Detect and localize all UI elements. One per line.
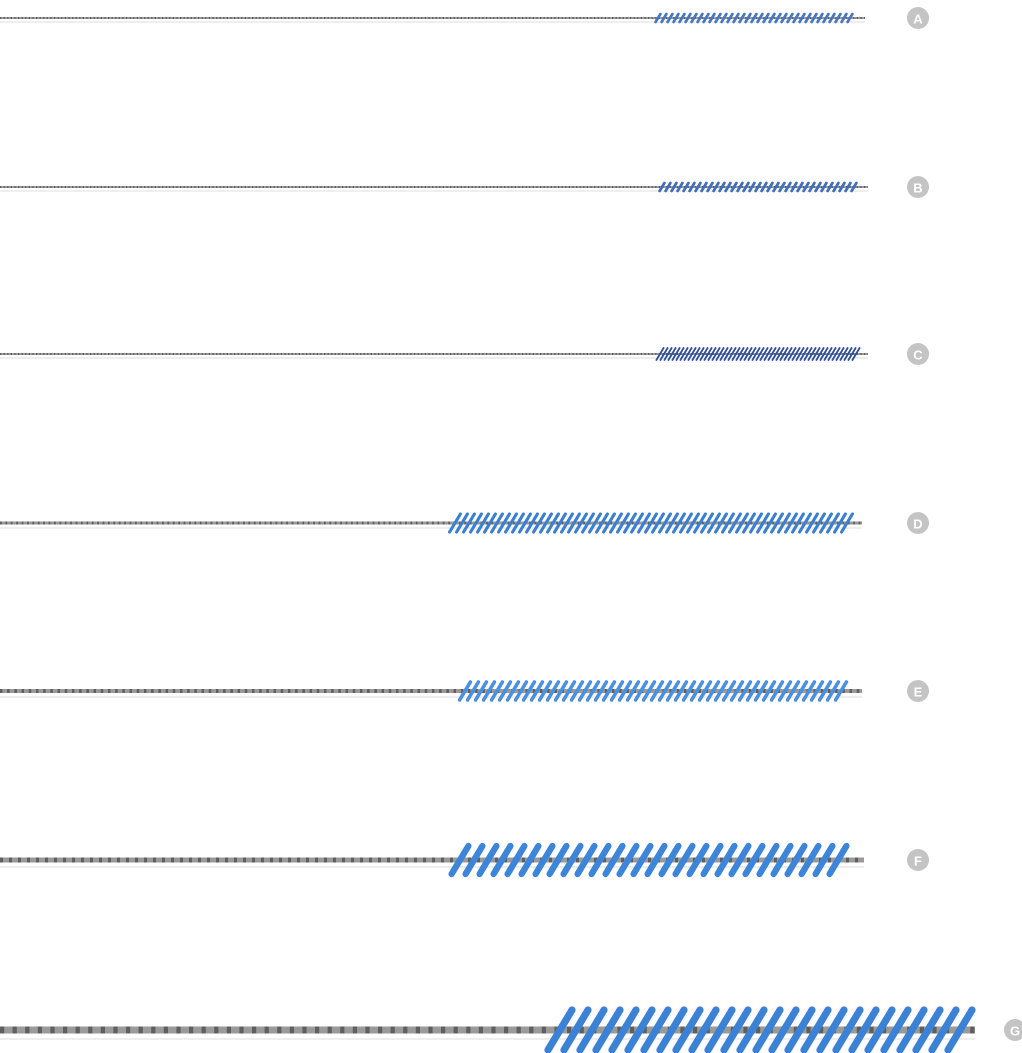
brush-bristles bbox=[450, 514, 853, 532]
brush bbox=[0, 183, 868, 191]
item-badge: B bbox=[907, 176, 929, 198]
item-badge: D bbox=[907, 512, 929, 534]
brush bbox=[0, 682, 862, 700]
brush bbox=[0, 1010, 975, 1050]
item-badge: C bbox=[907, 343, 929, 365]
item-label: A bbox=[913, 12, 923, 27]
item-label: B bbox=[913, 181, 922, 196]
item-badge: E bbox=[907, 680, 929, 702]
item-badge: F bbox=[907, 849, 929, 871]
page: ABCDEFG (() => { const data = JSON.parse… bbox=[0, 0, 1022, 1053]
item-badge: A bbox=[907, 7, 929, 29]
item-label: E bbox=[914, 685, 923, 700]
item-label: D bbox=[913, 517, 922, 532]
brush-catalog: A B C D E F G bbox=[0, 0, 1022, 1053]
item-badge: G bbox=[1004, 1019, 1022, 1041]
item-label: G bbox=[1010, 1024, 1020, 1039]
brush bbox=[0, 14, 865, 22]
item-label: F bbox=[914, 854, 922, 869]
item-label: C bbox=[913, 348, 923, 363]
brush bbox=[0, 514, 862, 532]
brush bbox=[0, 348, 868, 360]
brush bbox=[0, 846, 864, 874]
